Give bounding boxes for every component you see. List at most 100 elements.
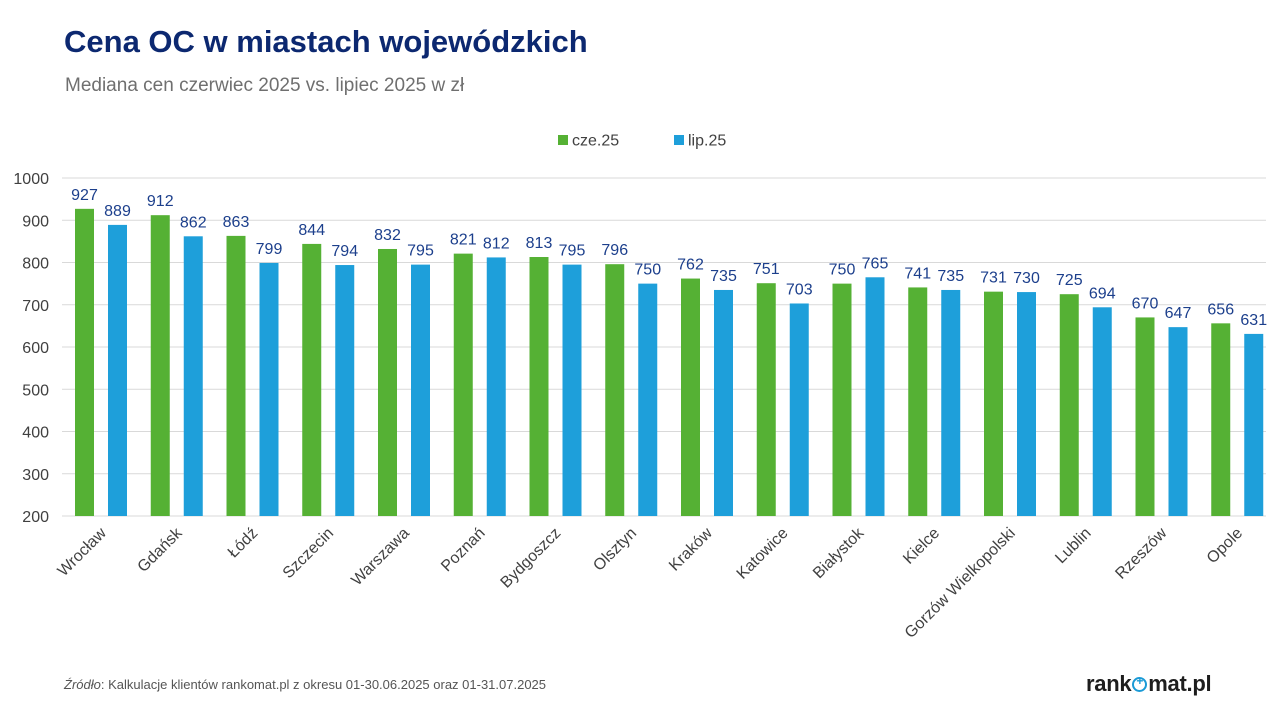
bar xyxy=(150,215,170,516)
data-label: 844 xyxy=(298,222,325,239)
y-tick-label: 200 xyxy=(22,509,49,526)
data-label: 751 xyxy=(753,261,780,278)
legend-label: cze.25 xyxy=(572,133,619,150)
data-label: 832 xyxy=(374,227,401,244)
bar xyxy=(638,283,658,516)
y-tick-label: 400 xyxy=(22,425,49,442)
bar xyxy=(1211,323,1231,516)
bar xyxy=(226,235,246,516)
bar xyxy=(453,253,473,516)
x-tick-label: Katowice xyxy=(734,525,792,583)
data-label: 795 xyxy=(407,243,434,260)
bar xyxy=(714,289,733,516)
data-label: 703 xyxy=(786,281,813,298)
bar xyxy=(259,262,279,516)
bar xyxy=(681,278,700,516)
y-tick-label: 700 xyxy=(22,298,49,315)
bar xyxy=(302,243,322,516)
bar xyxy=(1092,307,1112,516)
x-tick-label: Lublin xyxy=(1052,525,1094,567)
data-label: 862 xyxy=(180,214,207,231)
x-tick-label: Białystok xyxy=(810,524,868,582)
bar xyxy=(756,283,776,516)
data-label: 812 xyxy=(483,235,510,252)
data-label: 741 xyxy=(904,265,931,282)
x-tick-label: Rzeszów xyxy=(1112,524,1170,582)
logo-text-start: rank xyxy=(1086,671,1132,696)
x-tick-label: Wrocław xyxy=(55,524,111,580)
x-tick-label: Szczecin xyxy=(280,525,337,582)
source-label: Źródło xyxy=(64,677,101,692)
data-label: 813 xyxy=(526,235,553,252)
bar xyxy=(789,303,809,516)
chart-subtitle: Mediana cen czerwiec 2025 vs. lipiec 202… xyxy=(65,75,465,96)
data-label: 694 xyxy=(1089,285,1116,302)
data-label: 670 xyxy=(1132,295,1159,312)
data-label: 750 xyxy=(829,262,856,279)
bar xyxy=(108,224,127,516)
y-tick-label: 800 xyxy=(22,256,49,273)
data-label: 731 xyxy=(980,270,1007,287)
data-label: 750 xyxy=(634,262,661,279)
bar xyxy=(529,257,549,516)
data-label: 912 xyxy=(147,193,174,210)
bar xyxy=(832,283,852,516)
y-tick-label: 300 xyxy=(22,467,49,484)
data-label: 927 xyxy=(71,187,98,204)
x-tick-label: Opole xyxy=(1204,525,1246,567)
legend-swatch xyxy=(558,135,568,145)
bar xyxy=(605,264,625,516)
x-tick-label: Bydgoszcz xyxy=(498,525,565,592)
bar xyxy=(984,291,1003,516)
data-label: 725 xyxy=(1056,272,1083,289)
x-tick-label: Łódź xyxy=(225,525,262,562)
y-tick-label: 500 xyxy=(22,382,49,399)
source-text: : Kalkulacje klientów rankomat.pl z okre… xyxy=(100,677,547,692)
data-label: 656 xyxy=(1207,301,1234,318)
legend-label: lip.25 xyxy=(688,133,726,150)
bar xyxy=(908,287,928,516)
data-label: 647 xyxy=(1165,305,1192,322)
source-note: Źródło: Kalkulacje klientów rankomat.pl … xyxy=(64,677,546,692)
bar xyxy=(486,257,506,516)
bar xyxy=(1244,333,1264,516)
data-label: 863 xyxy=(223,214,250,231)
data-label: 795 xyxy=(559,243,586,260)
rankomat-logo: rank mat.pl xyxy=(1086,671,1212,697)
bar xyxy=(941,289,961,516)
bar xyxy=(335,265,355,516)
logo-o-plus-icon xyxy=(1132,674,1148,692)
bar xyxy=(1168,327,1188,516)
y-tick-label: 900 xyxy=(22,213,49,230)
bar xyxy=(411,264,430,516)
x-tick-label: Kielce xyxy=(900,525,943,568)
bar xyxy=(1059,294,1079,516)
data-label: 821 xyxy=(450,232,477,249)
data-label: 762 xyxy=(677,257,704,274)
bar xyxy=(378,248,397,517)
data-label: 730 xyxy=(1013,270,1040,287)
y-tick-label: 600 xyxy=(22,340,49,357)
bar xyxy=(1135,317,1155,516)
y-tick-label: 1000 xyxy=(13,171,49,188)
x-tick-label: Poznań xyxy=(438,525,488,575)
bar xyxy=(562,264,582,516)
logo-text-end: mat.pl xyxy=(1148,671,1212,696)
chart-title: Cena OC w miastach wojewódzkich xyxy=(64,24,588,59)
data-label: 799 xyxy=(256,241,283,258)
bar xyxy=(1017,292,1036,516)
data-label: 735 xyxy=(937,268,964,285)
x-tick-label: Kraków xyxy=(666,524,716,574)
x-tick-label: Warszawa xyxy=(348,525,412,589)
x-tick-label: Gdańsk xyxy=(135,524,187,576)
x-tick-label: Olsztyn xyxy=(590,525,640,575)
data-label: 735 xyxy=(710,268,737,285)
data-label: 796 xyxy=(601,242,628,259)
data-label: 765 xyxy=(862,255,889,272)
legend-swatch xyxy=(674,135,684,145)
bar xyxy=(183,236,203,516)
bar xyxy=(75,208,94,516)
data-label: 794 xyxy=(331,243,358,260)
data-label: 889 xyxy=(104,203,131,220)
